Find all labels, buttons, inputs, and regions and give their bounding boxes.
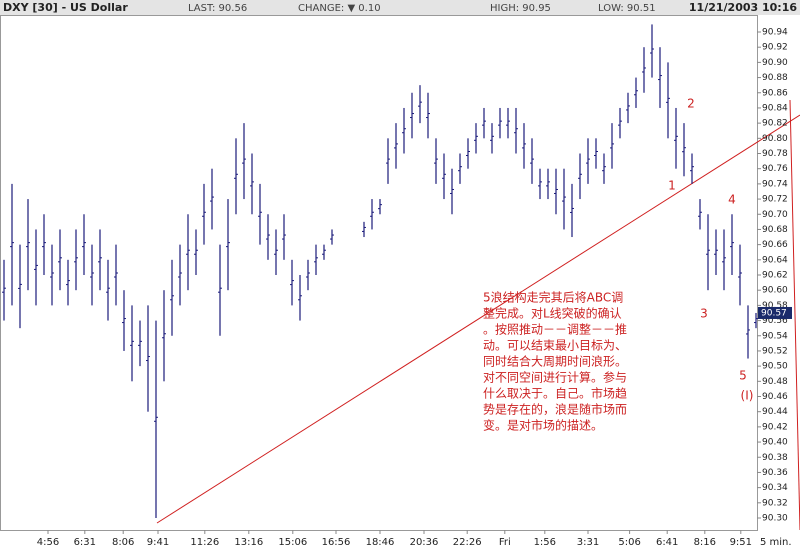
last: LAST: 90.56: [188, 3, 247, 14]
y-tick-label: 90.70: [762, 210, 788, 220]
note-line: 动。可以结束最小目标为、: [483, 339, 627, 353]
last-marker: [758, 306, 792, 319]
x-tick-label: 5:06: [618, 537, 640, 548]
wave-label: (I): [741, 389, 754, 403]
y-tick-label: 90.62: [762, 271, 788, 281]
note-line: 。按照推动－－调整－－推: [483, 322, 627, 337]
x-tick-label: 6:41: [656, 537, 678, 548]
y-tick-label: 90.92: [762, 43, 788, 53]
low: LOW: 90.51: [598, 3, 656, 14]
y-tick-label: 90.60: [762, 286, 788, 296]
change: CHANGE: ▼ 0.10: [298, 3, 381, 14]
x-tick-label: 9:51: [730, 537, 752, 548]
x-tick-label: 6:31: [74, 537, 96, 548]
note-line: 5浪结构走完其后将ABC调: [483, 290, 623, 305]
y-tick-label: 90.50: [762, 362, 788, 372]
y-tick-label: 90.88: [762, 73, 788, 83]
x-tick-label: 8:06: [112, 537, 134, 548]
y-tick-label: 90.34: [762, 483, 788, 493]
y-tick-label: 90.84: [762, 103, 788, 113]
y-tick-label: 90.38: [762, 453, 788, 463]
y-tick-label: 90.44: [762, 407, 788, 417]
x-tick-label: 3:31: [577, 537, 599, 548]
high: HIGH: 90.95: [490, 3, 551, 14]
note-line: 什么取决于。自己。市场趋: [483, 386, 627, 401]
symbol: DXY [30] - US Dollar: [3, 1, 128, 14]
wave-label: 2: [687, 97, 695, 111]
x-tick-label: 13:16: [234, 537, 263, 548]
y-tick-label: 90.74: [762, 179, 788, 189]
y-tick-label: 90.58: [762, 301, 788, 311]
y-tick-label: 90.52: [762, 346, 788, 356]
x-tick-label: 11:26: [190, 537, 219, 548]
wave-label: 3: [700, 307, 708, 321]
y-tick-label: 90.66: [762, 240, 788, 250]
last-marker-label: 90.57: [761, 308, 787, 318]
wave-label: 4: [728, 193, 736, 207]
note-line: 整完成。对L线突破的确认: [483, 306, 622, 321]
x-tick-label: 20:36: [410, 537, 439, 548]
y-tick-label: 90.48: [762, 377, 788, 387]
header-bar: [0, 0, 800, 15]
x-tick-label: 15:06: [278, 537, 307, 548]
y-tick-label: 90.86: [762, 88, 788, 98]
wave-label: 1: [668, 179, 676, 193]
note-line: 同时结合大周期时间浪形。: [483, 354, 627, 369]
y-tick-label: 90.68: [762, 225, 788, 235]
note: 5浪结构走完其后将ABC调整完成。对L线突破的确认。按照推动－－调整－－推动。可…: [483, 290, 627, 433]
y-tick-label: 90.56: [762, 316, 788, 326]
y-tick-label: 90.72: [762, 195, 788, 205]
y-tick-label: 90.36: [762, 468, 788, 478]
y-tick-label: 90.32: [762, 498, 788, 508]
x-tick-label: 16:56: [322, 537, 351, 548]
y-tick-label: 90.42: [762, 422, 788, 432]
trend-line-right: [789, 99, 800, 531]
trend-line: [156, 114, 800, 524]
y-tick-label: 90.54: [762, 331, 788, 341]
wave-labels: 1 2 3 4 5 (I): [668, 97, 753, 403]
y-tick-label: 90.64: [762, 255, 788, 265]
note-line: 势是存在的，浪是随市场而: [483, 402, 627, 417]
wave-label: 5: [739, 369, 747, 383]
x-tick-label: 18:46: [366, 537, 395, 548]
y-tick-label: 90.80: [762, 134, 788, 144]
x-tick-label: 1:56: [534, 537, 556, 548]
y-tick-label: 90.76: [762, 164, 788, 174]
y-tick-label: 90.82: [762, 119, 788, 129]
x-tick-label: 4:56: [37, 537, 59, 548]
y-tick-label: 90.78: [762, 149, 788, 159]
y-tick-label: 90.94: [762, 28, 788, 38]
x-tick-label: 8:16: [694, 537, 716, 548]
plot-frame: [0, 15, 758, 531]
x-tick-label: 22:26: [453, 537, 482, 548]
datetime: 11/21/2003 10:16: [689, 1, 797, 14]
y-tick-label: 90.90: [762, 58, 788, 68]
y-tick-label: 90.46: [762, 392, 788, 402]
x-unit: 5 min.: [760, 537, 792, 548]
note-line: 变。是对市场的描述。: [483, 418, 603, 433]
y-tick-label: 90.30: [762, 514, 788, 524]
x-tick-label: 9:41: [147, 537, 169, 548]
note-line: 对不同空间进行计算。参与: [483, 370, 627, 385]
y-tick-label: 90.40: [762, 438, 788, 448]
x-tick-label: Fri: [499, 537, 511, 548]
